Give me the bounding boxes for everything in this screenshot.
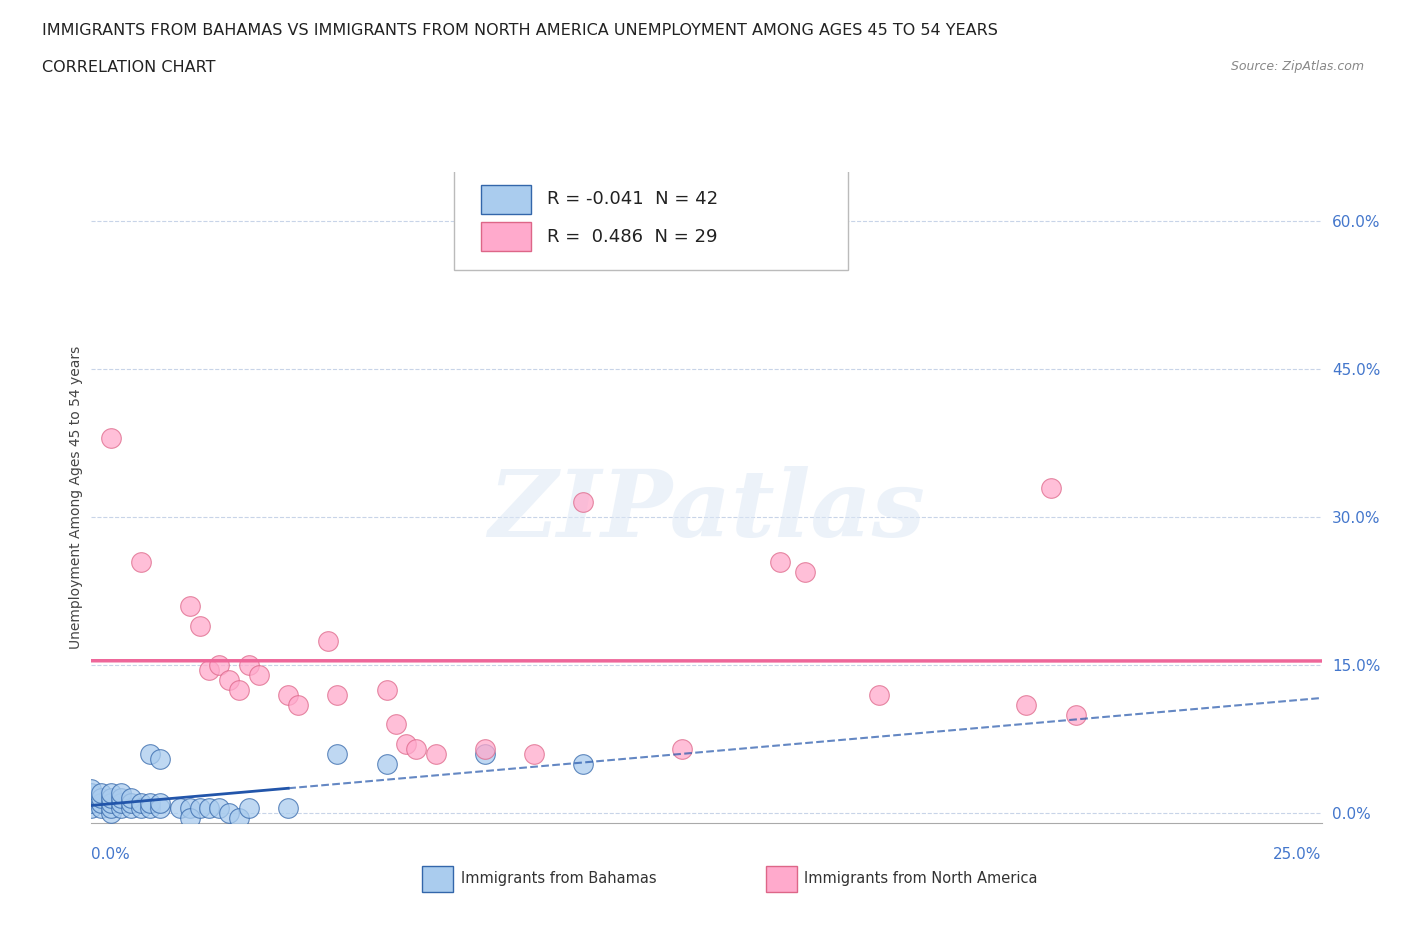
Point [326, 687, 349, 702]
Point [129, 801, 152, 816]
Text: R =  0.486  N = 29: R = 0.486 N = 29 [547, 228, 717, 246]
Point [169, 801, 191, 816]
Point [572, 756, 595, 771]
Point [218, 672, 240, 687]
FancyBboxPatch shape [454, 166, 848, 270]
Point [100, 790, 122, 805]
Point [1039, 480, 1063, 495]
Point [80, 786, 103, 801]
Text: IMMIGRANTS FROM BAHAMAS VS IMMIGRANTS FROM NORTH AMERICA UNEMPLOYMENT AMONG AGES: IMMIGRANTS FROM BAHAMAS VS IMMIGRANTS FR… [42, 23, 998, 38]
Point [208, 801, 231, 816]
Point [198, 801, 221, 816]
Point [208, 658, 231, 672]
Point [149, 751, 172, 766]
Point [375, 683, 398, 698]
Y-axis label: Unemployment Among Ages 45 to 54 years: Unemployment Among Ages 45 to 54 years [69, 346, 83, 649]
Point [179, 801, 201, 816]
Point [139, 801, 162, 816]
Text: CORRELATION CHART: CORRELATION CHART [42, 60, 215, 75]
Point [474, 747, 496, 762]
Point [149, 801, 172, 816]
Point [120, 790, 142, 805]
Point [316, 633, 339, 648]
Point [769, 554, 792, 569]
Point [129, 796, 152, 811]
Point [80, 801, 103, 816]
Text: 25.0%: 25.0% [1274, 847, 1322, 862]
Point [277, 687, 299, 702]
Point [110, 790, 132, 805]
Point [139, 747, 162, 762]
Point [120, 801, 142, 816]
Point [100, 431, 122, 445]
Point [179, 811, 201, 826]
Point [129, 554, 152, 569]
Point [474, 741, 496, 756]
Point [238, 801, 260, 816]
Point [671, 741, 693, 756]
Point [326, 747, 349, 762]
Point [1064, 707, 1087, 722]
Point [218, 805, 240, 820]
Point [287, 698, 309, 712]
Point [80, 781, 103, 796]
Point [120, 796, 142, 811]
Point [228, 683, 250, 698]
Point [110, 801, 132, 816]
Point [868, 687, 890, 702]
Point [238, 658, 260, 672]
Point [395, 737, 418, 751]
Text: 0.0%: 0.0% [91, 847, 131, 862]
Point [405, 741, 427, 756]
Point [425, 747, 447, 762]
Point [80, 796, 103, 811]
Point [385, 717, 408, 732]
Point [100, 805, 122, 820]
Point [179, 599, 201, 614]
Point [523, 747, 546, 762]
Point [198, 663, 221, 678]
Text: Immigrants from North America: Immigrants from North America [804, 871, 1038, 886]
Point [277, 801, 299, 816]
Text: Immigrants from Bahamas: Immigrants from Bahamas [461, 871, 657, 886]
Point [247, 668, 270, 683]
Bar [481, 222, 530, 251]
Point [100, 801, 122, 816]
Point [90, 790, 112, 805]
Point [188, 618, 211, 633]
Point [110, 786, 132, 801]
Text: ZIPatlas: ZIPatlas [488, 466, 925, 555]
Point [90, 786, 112, 801]
Point [110, 796, 132, 811]
Point [139, 796, 162, 811]
Point [228, 811, 250, 826]
Point [1015, 698, 1038, 712]
Point [90, 801, 112, 816]
Text: Source: ZipAtlas.com: Source: ZipAtlas.com [1230, 60, 1364, 73]
Point [375, 756, 398, 771]
Point [90, 796, 112, 811]
Bar [481, 185, 530, 215]
Point [188, 801, 211, 816]
Point [149, 796, 172, 811]
Point [572, 495, 595, 510]
Point [793, 565, 815, 579]
Text: R = -0.041  N = 42: R = -0.041 N = 42 [547, 191, 717, 208]
Point [100, 786, 122, 801]
Point [100, 796, 122, 811]
